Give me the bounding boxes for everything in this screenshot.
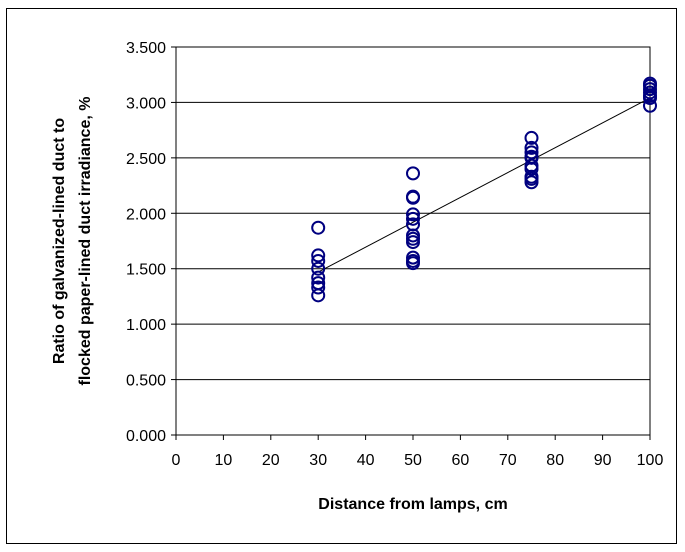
scatter-point (406, 166, 420, 181)
tick-layer: 0.000 0.500 1.000 1.500 2.000 2.500 3.000 3.500… (126, 40, 663, 469)
scatter-point (524, 145, 539, 160)
x-tick-label: 80 (546, 452, 564, 469)
scatter-point (311, 253, 326, 268)
x-tick-label: 100 (637, 452, 664, 469)
scatter-point (311, 288, 326, 303)
scatter-point (406, 207, 420, 222)
y-tick-label: 1.000 (126, 317, 166, 334)
scatter-point (524, 130, 539, 145)
x-tick-label: 20 (262, 452, 280, 469)
scatter-point (311, 248, 326, 263)
scatter-point (406, 190, 420, 205)
scatter-point (311, 280, 326, 295)
x-tick-label: 0 (172, 452, 181, 469)
y-tick-label: 1.500 (126, 262, 166, 279)
x-tick-label: 10 (215, 452, 233, 469)
scatter-point (643, 98, 657, 113)
y-tick-label: 0.500 (126, 373, 166, 390)
x-tick-label: 90 (594, 452, 612, 469)
x-tick-label: 60 (452, 452, 470, 469)
scatter-point (524, 175, 539, 190)
trendline (317, 97, 651, 273)
x-tick-label: 50 (404, 452, 422, 469)
scatter-point (311, 220, 326, 235)
scatter-point (311, 261, 326, 276)
trendline-layer (317, 97, 651, 273)
x-tick-label: 40 (357, 452, 375, 469)
scatter-point (524, 161, 539, 176)
y-tick-label: 0.000 (126, 428, 166, 445)
x-tick-label: 30 (309, 452, 327, 469)
scatter-point (643, 90, 657, 105)
chart-frame: 0.000 0.500 1.000 1.500 2.000 2.500 3.000 3.500… (6, 8, 677, 544)
chart-svg: 0.000 0.500 1.000 1.500 2.000 2.500 3.000 3.500… (51, 40, 663, 513)
scatter-point (406, 235, 420, 250)
y-axis-title-line-1: Ratio of galvanized-lined duct to (51, 118, 68, 364)
scatter-point (311, 270, 326, 285)
y-tick-label: 3.500 (126, 40, 166, 57)
y-tick-label: 3.000 (126, 95, 166, 112)
scatter-point (524, 140, 539, 155)
scatter-point (406, 211, 420, 226)
y-tick-label: 2.500 (126, 151, 166, 168)
x-tick-label: 70 (499, 452, 517, 469)
x-axis-title: Distance from lamps, cm (318, 496, 507, 513)
point-layer (311, 76, 657, 303)
scatter-point (406, 256, 420, 271)
y-tick-label: 2.000 (126, 206, 166, 223)
y-axis-title-line-2: flocked paper-lined duct irradiance, % (77, 97, 94, 386)
